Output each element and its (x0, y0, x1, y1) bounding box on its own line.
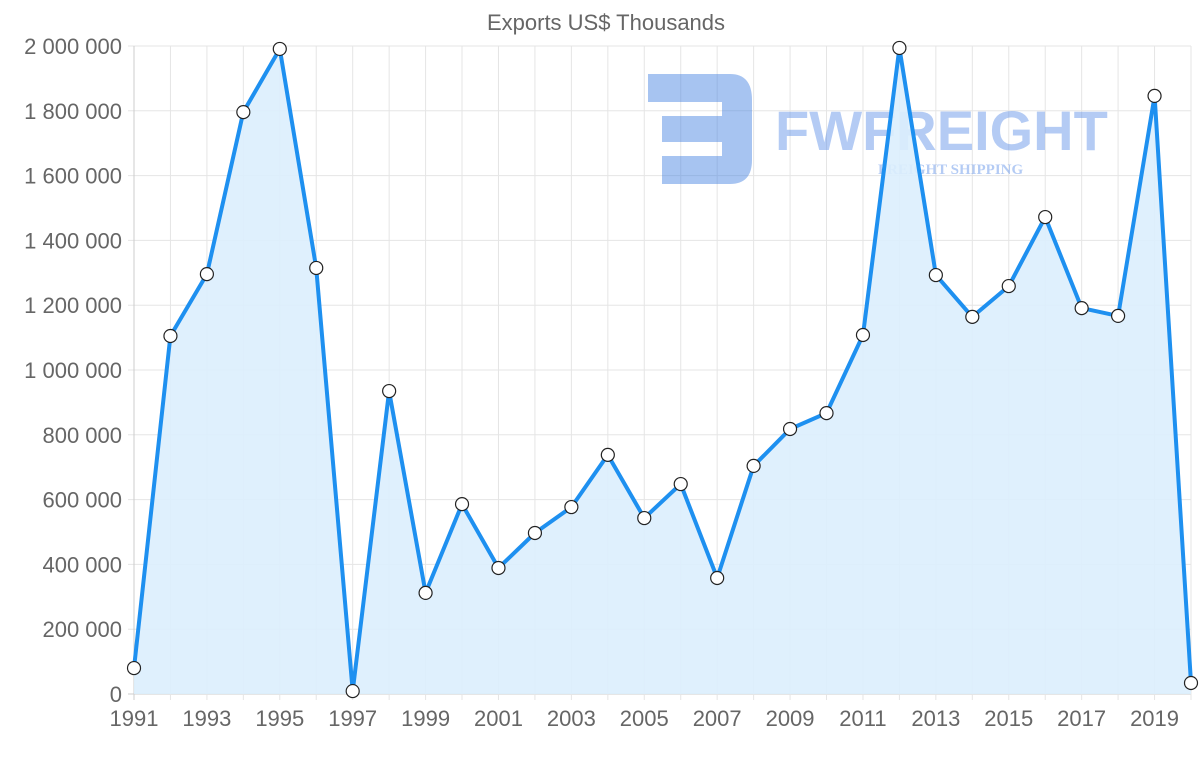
x-tick-label: 2015 (984, 706, 1033, 731)
data-point[interactable] (491, 560, 506, 576)
x-tick-label: 2013 (911, 706, 960, 731)
y-tick-label: 1 000 000 (24, 358, 122, 383)
y-tick-label: 1 200 000 (24, 293, 122, 318)
data-point[interactable] (345, 683, 360, 699)
y-tick-label: 200 000 (42, 617, 122, 642)
data-point[interactable] (382, 383, 397, 399)
data-point[interactable] (673, 476, 688, 492)
watermark-logo: FWFREIGHT FREIGHT SHIPPING (648, 74, 1108, 184)
x-tick-label: 2017 (1057, 706, 1106, 731)
y-axis: 0 200 000 400 000 600 000 800 000 1 000 000 1 … (24, 34, 122, 707)
chart-title: Exports US$ Thousands (487, 10, 725, 35)
x-tick-label: 2011 (839, 706, 886, 731)
data-point[interactable] (1074, 301, 1089, 316)
logo-icon (648, 74, 752, 184)
data-point[interactable] (965, 309, 980, 324)
data-point[interactable] (819, 405, 834, 421)
x-tick-label: 1991 (110, 706, 159, 731)
y-tick-label: 400 000 (42, 552, 122, 577)
x-tick-label: 1995 (255, 706, 304, 731)
x-tick-label: 2007 (693, 706, 742, 731)
data-point[interactable] (564, 499, 579, 515)
data-point[interactable] (199, 266, 214, 282)
x-axis: 1991 1993 1995 1997 1999 2001 2003 2005 2007 2009… (110, 706, 1180, 731)
data-point[interactable] (637, 510, 652, 526)
data-point[interactable] (454, 497, 470, 512)
x-tick-label: 2019 (1130, 706, 1179, 731)
data-point[interactable] (272, 41, 287, 57)
x-tick-label: 1993 (182, 706, 231, 731)
data-point[interactable] (1111, 308, 1126, 323)
x-tick-label: 1999 (401, 706, 450, 731)
y-tick-label: 600 000 (42, 488, 122, 513)
data-point[interactable] (855, 327, 871, 343)
data-point[interactable] (782, 421, 798, 437)
data-point[interactable] (892, 40, 907, 56)
data-point[interactable] (309, 260, 324, 276)
data-point[interactable] (126, 660, 142, 676)
data-point[interactable] (418, 585, 433, 601)
y-tick-label: 1 400 000 (24, 228, 122, 253)
data-point[interactable] (600, 447, 615, 462)
data-point[interactable] (527, 525, 543, 541)
data-points (126, 40, 1199, 699)
logo-wordmark: FWFREIGHT (775, 99, 1108, 162)
x-tick-label: 1997 (328, 706, 377, 731)
x-tick-label: 2005 (620, 706, 669, 731)
x-tick-label: 2009 (766, 706, 815, 731)
data-point[interactable] (746, 458, 761, 474)
data-point[interactable] (1147, 88, 1162, 103)
data-point[interactable] (1038, 209, 1053, 225)
data-point[interactable] (163, 328, 178, 344)
y-tick-label: 1 600 000 (24, 164, 122, 189)
data-point[interactable] (710, 570, 725, 586)
y-tick-label: 0 (110, 682, 122, 707)
series-line (132, 45, 1193, 694)
data-point[interactable] (1183, 675, 1199, 691)
data-point[interactable] (1001, 278, 1016, 294)
data-point[interactable] (236, 104, 251, 120)
y-tick-label: 2 000 000 (24, 34, 122, 59)
data-point[interactable] (928, 267, 943, 283)
y-tick-label: 1 800 000 (24, 99, 122, 124)
x-tick-label: 2001 (474, 706, 523, 731)
area-fill (134, 47, 1191, 694)
y-tick-label: 800 000 (42, 423, 122, 448)
x-tick-label: 2003 (547, 706, 596, 731)
